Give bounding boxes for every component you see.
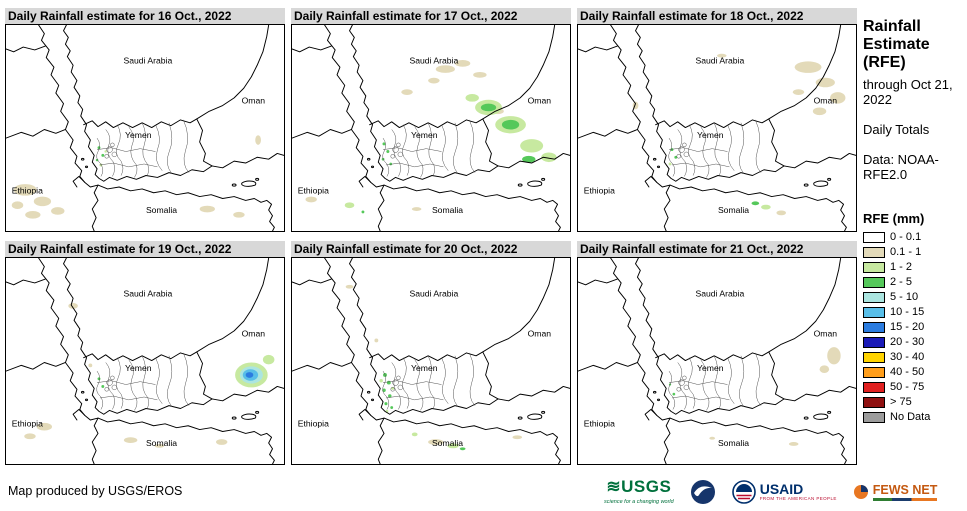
- rainfall-map: [291, 257, 571, 466]
- basemap-instance: [6, 258, 284, 465]
- rainfall-map: [5, 24, 285, 233]
- legend-item: 40 - 50: [863, 365, 961, 380]
- panel-title: Daily Rainfall estimate for 20 Oct., 202…: [291, 241, 571, 258]
- legend-swatch: [863, 351, 885, 363]
- usaid-tagline: FROM THE AMERICAN PEOPLE: [759, 496, 837, 502]
- rainfall-map: [291, 24, 571, 233]
- panel-oct-18: Daily Rainfall estimate for 18 Oct., 202…: [577, 8, 857, 233]
- logo-row: ≋USGS science for a changing world USAID…: [604, 477, 938, 507]
- usgs-tagline: science for a changing world: [604, 499, 674, 506]
- panel-oct-21: Daily Rainfall estimate for 21 Oct., 202…: [577, 241, 857, 466]
- legend-item: > 75: [863, 395, 961, 410]
- legend: RFE (mm) 0 - 0.1 0.1 - 1 1 - 2 2 - 5 5 -…: [863, 211, 961, 425]
- legend-swatch: [863, 306, 885, 318]
- legend-item: No Data: [863, 410, 961, 425]
- noaa-logo: [690, 479, 716, 505]
- usgs-logo: ≋USGS science for a changing world: [604, 478, 674, 506]
- sidebar-title: Rainfall Estimate (RFE): [863, 18, 930, 71]
- noaa-emblem-icon: [690, 480, 715, 504]
- sidebar-data-source: Data: NOAA-RFE2.0: [863, 151, 939, 183]
- sidebar: Rainfall Estimate (RFE) through Oct 21, …: [863, 18, 961, 425]
- legend-label: 10 - 15: [890, 306, 925, 319]
- usgs-logo-text: USGS: [621, 477, 672, 497]
- legend-swatch: [863, 411, 885, 423]
- legend-swatch: [863, 321, 885, 333]
- legend-item: 1 - 2: [863, 260, 961, 275]
- rainfall-map: [5, 257, 285, 466]
- legend-label: 30 - 40: [890, 351, 925, 364]
- legend-item: 30 - 40: [863, 350, 961, 365]
- sidebar-daily-totals: Daily Totals: [863, 121, 930, 137]
- usaid-logo-text: USAID: [759, 481, 804, 498]
- legend-label: 2 - 5: [890, 276, 913, 289]
- rain-overlay: [11, 135, 261, 219]
- fewsnet-color-bar: [872, 498, 938, 501]
- legend-swatch: [863, 246, 885, 258]
- legend-item: 0.1 - 1: [863, 245, 961, 260]
- basemap-instance: [292, 25, 570, 232]
- panel-title: Daily Rainfall estimate for 17 Oct., 202…: [291, 8, 571, 24]
- legend-label: 0 - 0.1: [890, 231, 922, 244]
- rain-overlay: [305, 59, 557, 214]
- legend-swatch: [863, 381, 885, 393]
- panel-oct-16: Daily Rainfall estimate for 16 Oct., 202…: [5, 8, 285, 233]
- legend-swatch: [863, 261, 885, 273]
- legend-swatch: [863, 396, 885, 408]
- usaid-logo: USAID FROM THE AMERICAN PEOPLE: [731, 480, 837, 504]
- panel-title: Daily Rainfall estimate for 21 Oct., 202…: [577, 241, 857, 258]
- legend-label: 0.1 - 1: [890, 246, 922, 259]
- legend-swatch: [863, 291, 885, 303]
- rain-overlay: [24, 303, 275, 448]
- sidebar-subtitle: through Oct 21, 2022: [863, 76, 953, 108]
- fewsnet-emblem-icon: [853, 485, 868, 499]
- legend-item: 20 - 30: [863, 335, 961, 350]
- fewsnet-logo: FEWS NET: [853, 482, 938, 501]
- legend-item: 5 - 10: [863, 290, 961, 305]
- panel-title: Daily Rainfall estimate for 16 Oct., 202…: [5, 8, 285, 24]
- legend-item: 50 - 75: [863, 380, 961, 395]
- legend-swatch: [863, 276, 885, 288]
- panel-oct-19: Daily Rainfall estimate for 19 Oct., 202…: [5, 241, 285, 466]
- panel-oct-17: Daily Rainfall estimate for 17 Oct., 202…: [291, 8, 571, 233]
- legend-label: > 75: [890, 396, 912, 409]
- legend-item: 2 - 5: [863, 275, 961, 290]
- legend-label: 5 - 10: [890, 291, 919, 304]
- map-grid: Daily Rainfall estimate for 16 Oct., 202…: [5, 8, 857, 466]
- legend-label: 1 - 2: [890, 261, 913, 274]
- legend-label: No Data: [890, 411, 931, 424]
- usaid-emblem-icon: [731, 480, 756, 504]
- legend-label: 50 - 75: [890, 381, 925, 394]
- rainfall-map: [577, 257, 857, 466]
- legend-title: RFE (mm): [863, 210, 925, 226]
- legend-label: 20 - 30: [890, 336, 925, 349]
- basemap-instance: [578, 25, 856, 232]
- legend-item: 10 - 15: [863, 305, 961, 320]
- panel-title: Daily Rainfall estimate for 18 Oct., 202…: [577, 8, 857, 24]
- basemap-instance: [292, 258, 570, 465]
- panel-title: Daily Rainfall estimate for 19 Oct., 202…: [5, 241, 285, 258]
- panel-oct-20: Daily Rainfall estimate for 20 Oct., 202…: [291, 241, 571, 466]
- legend-label: 15 - 20: [890, 321, 925, 334]
- rainfall-map: [577, 24, 857, 233]
- legend-swatch: [863, 336, 885, 348]
- legend-swatch: [863, 231, 885, 243]
- rain-overlay: [668, 347, 841, 446]
- legend-swatch: [863, 366, 885, 378]
- usgs-wave-icon: ≋: [606, 477, 622, 497]
- legend-label: 40 - 50: [890, 366, 925, 379]
- fewsnet-logo-text: FEWS NET: [872, 482, 938, 497]
- legend-item: 15 - 20: [863, 320, 961, 335]
- legend-item: 0 - 0.1: [863, 230, 961, 245]
- basemap-instance: [578, 258, 856, 465]
- map-credit: Map produced by USGS/EROS: [8, 484, 183, 498]
